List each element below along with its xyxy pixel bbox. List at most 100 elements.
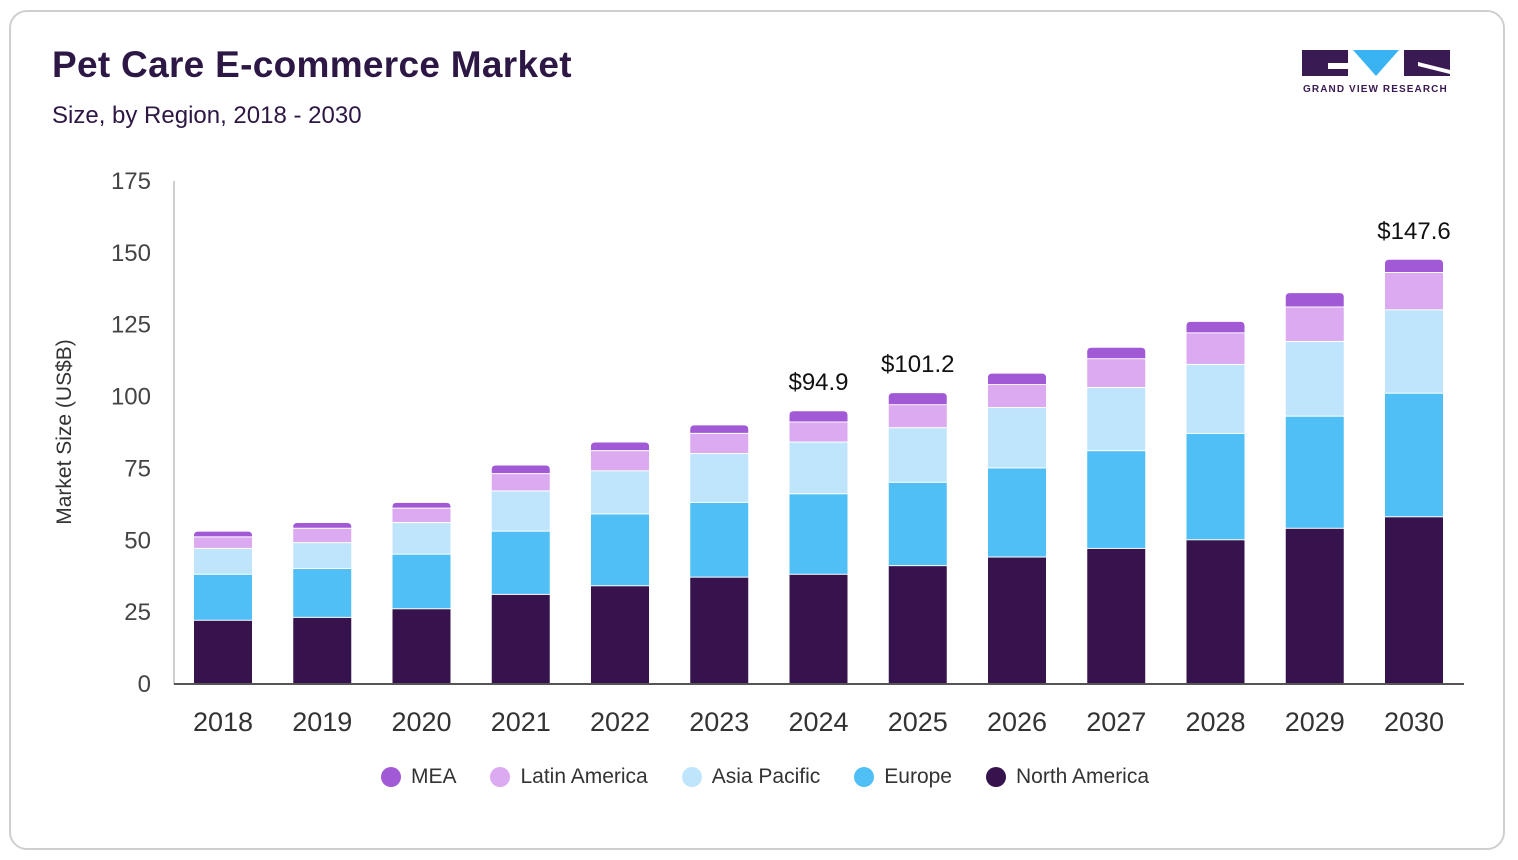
bar-2022-europe xyxy=(591,514,649,586)
bar-2021-mea xyxy=(491,465,550,474)
y-tick-label: 125 xyxy=(111,312,151,339)
x-tick-label: 2030 xyxy=(1384,707,1444,737)
x-tick-label: 2029 xyxy=(1285,707,1345,737)
bar-2025-europe xyxy=(888,482,947,566)
bar-2026-north-america xyxy=(988,557,1046,684)
bar-2030-asia-pacific xyxy=(1385,310,1443,393)
bar-2025-north-america xyxy=(888,566,947,684)
bar-2025-mea xyxy=(888,393,947,405)
x-tick-label: 2028 xyxy=(1185,707,1245,737)
bar-2028-latin-america xyxy=(1186,333,1245,364)
logo-center-triangle xyxy=(1353,50,1399,76)
x-tick-label: 2027 xyxy=(1086,707,1146,737)
bar-2030-europe xyxy=(1385,393,1443,517)
bar-2018-latin-america xyxy=(194,537,252,548)
bar-2019-asia-pacific xyxy=(293,543,352,569)
bar-2025-latin-america xyxy=(888,405,947,428)
bar-2024-europe xyxy=(789,494,848,574)
legend-item-europe: Europe xyxy=(854,765,952,789)
legend-label-asia-pacific: Asia Pacific xyxy=(711,765,821,788)
legend-label-latin-america: Latin America xyxy=(520,765,648,788)
bar-2027-latin-america xyxy=(1087,359,1146,387)
legend-swatch-europe xyxy=(854,767,875,787)
bar-2020-europe xyxy=(392,554,451,609)
grand-view-research-logo-icon xyxy=(1302,50,1450,76)
bar-2024-north-america xyxy=(789,574,848,684)
data-label-2030: $147.6 xyxy=(1377,218,1450,245)
bar-2023-mea xyxy=(690,425,749,433)
chart-card xyxy=(9,10,1505,850)
bar-2026-mea xyxy=(988,373,1046,385)
bar-2028-asia-pacific xyxy=(1186,364,1245,433)
y-axis-label: Market Size (US$B) xyxy=(53,339,76,525)
data-label-2024: $94.9 xyxy=(788,369,848,396)
y-tick-label: 175 xyxy=(111,168,151,195)
legend-item-mea: MEA xyxy=(380,765,456,789)
bar-2021-north-america xyxy=(491,594,550,684)
bar-2020-mea xyxy=(392,502,451,508)
bar-2018-europe xyxy=(194,574,252,620)
bar-2030-north-america xyxy=(1385,517,1443,684)
y-tick-label: 75 xyxy=(124,455,151,482)
bar-2024-latin-america xyxy=(789,422,848,442)
legend-swatch-asia-pacific xyxy=(681,767,702,787)
bar-2019-mea xyxy=(293,523,352,528)
x-tick-label: 2021 xyxy=(491,707,551,737)
y-tick-label: 25 xyxy=(124,599,151,626)
y-tick-label: 50 xyxy=(124,527,151,554)
bar-2030-latin-america xyxy=(1385,272,1443,310)
legend-label-north-america: North America xyxy=(1015,765,1150,788)
x-tick-label: 2023 xyxy=(689,707,749,737)
bar-2027-asia-pacific xyxy=(1087,387,1146,451)
bar-2019-latin-america xyxy=(293,528,352,543)
bar-2021-europe xyxy=(491,531,550,594)
bar-2029-europe xyxy=(1285,416,1344,528)
bar-2018-asia-pacific xyxy=(194,548,252,574)
y-tick-label: 0 xyxy=(138,671,151,698)
chart-subtitle: Size, by Region, 2018 - 2030 xyxy=(52,102,362,129)
x-tick-label: 2019 xyxy=(292,707,352,737)
bar-2021-latin-america xyxy=(491,474,550,491)
bar-2019-europe xyxy=(293,569,352,617)
bar-2023-north-america xyxy=(690,577,749,684)
bar-2022-north-america xyxy=(591,586,649,684)
bar-2018-north-america xyxy=(194,620,252,684)
bar-2024-mea xyxy=(789,411,848,422)
bar-2029-north-america xyxy=(1285,528,1344,684)
legend-item-asia-pacific: Asia Pacific xyxy=(681,765,821,789)
bar-2020-asia-pacific xyxy=(392,523,451,554)
bar-2026-asia-pacific xyxy=(988,408,1046,468)
bar-2027-mea xyxy=(1087,347,1146,359)
bar-2025-asia-pacific xyxy=(888,428,947,482)
y-tick-label: 150 xyxy=(111,240,151,267)
bar-2023-asia-pacific xyxy=(690,454,749,502)
y-tick-label: 100 xyxy=(111,384,151,411)
bar-2019-north-america xyxy=(293,617,352,684)
bar-2020-latin-america xyxy=(392,508,451,523)
bar-2022-mea xyxy=(591,442,649,451)
legend-swatch-latin-america xyxy=(490,767,511,787)
bar-2028-mea xyxy=(1186,321,1245,333)
bar-2022-latin-america xyxy=(591,451,649,471)
x-tick-label: 2018 xyxy=(193,707,253,737)
x-tick-label: 2024 xyxy=(788,707,848,737)
bar-2020-north-america xyxy=(392,609,451,684)
legend-swatch-north-america xyxy=(985,767,1006,787)
bar-2029-asia-pacific xyxy=(1285,341,1344,416)
legend-label-europe: Europe xyxy=(884,765,952,788)
bar-2026-europe xyxy=(988,468,1046,557)
legend-item-north-america: North America xyxy=(985,765,1150,789)
bar-2027-north-america xyxy=(1087,548,1146,684)
chart-legend: MEA Latin America Asia Pacific Europe North … xyxy=(0,765,1518,789)
logo-text: GRAND VIEW RESEARCH xyxy=(1303,84,1448,95)
legend-item-latin-america: Latin America xyxy=(490,765,648,789)
x-tick-label: 2022 xyxy=(590,707,650,737)
bar-2023-europe xyxy=(690,502,749,577)
chart-title: Pet Care E-commerce Market xyxy=(52,44,572,85)
logo-left-notch xyxy=(1328,63,1348,69)
bar-2030-mea xyxy=(1385,259,1443,272)
bar-2028-north-america xyxy=(1186,540,1245,684)
bar-2023-latin-america xyxy=(690,433,749,454)
bar-2026-latin-america xyxy=(988,385,1046,408)
data-label-2025: $101.2 xyxy=(881,351,954,378)
